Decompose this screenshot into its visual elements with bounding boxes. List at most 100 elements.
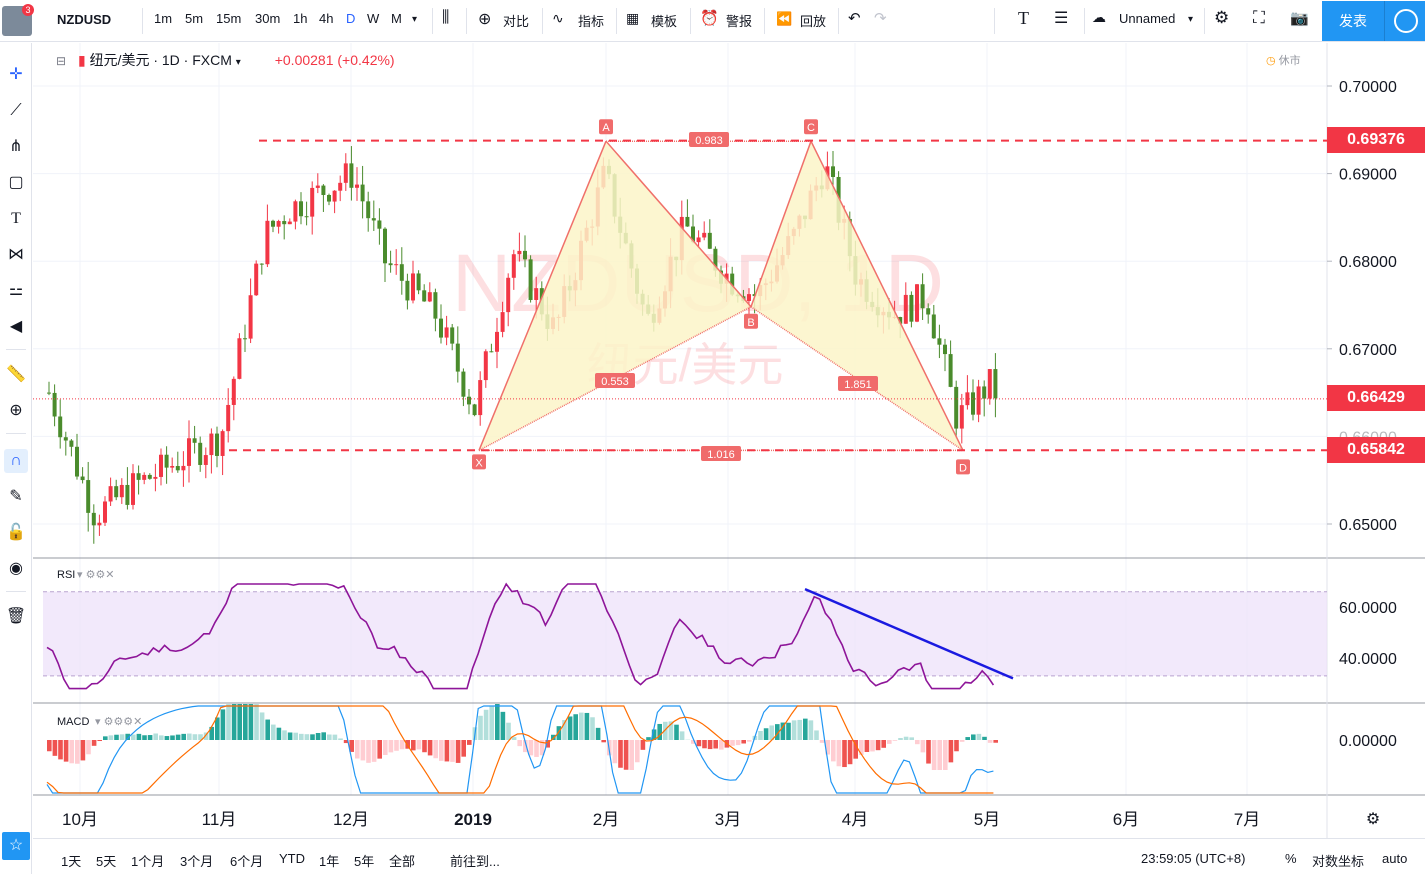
rectangle-icon[interactable]: ▢ xyxy=(8,174,24,191)
pitchfork-icon[interactable]: ⋔ xyxy=(9,138,23,155)
interval-m[interactable]: M xyxy=(391,11,402,26)
candle-body xyxy=(433,292,438,319)
macd-histogram-bar xyxy=(489,705,494,740)
macd-histogram-bar xyxy=(864,740,870,752)
range-1d[interactable]: 1天 xyxy=(61,854,82,869)
ruler-icon[interactable]: 📏 xyxy=(6,366,26,383)
interval-5m[interactable]: 5m xyxy=(185,11,204,26)
interval-4h[interactable]: 4h xyxy=(319,11,334,26)
macd-histogram-bar xyxy=(276,727,282,740)
chart-area[interactable]: NZDUSD, 1D纽元/美元XABCD0.9830.5531.8511.016… xyxy=(33,43,1425,838)
publish-button[interactable]: 发表 xyxy=(1322,1,1384,41)
fib-tool-icon[interactable]: ☰ xyxy=(1054,10,1069,27)
replay-button[interactable]: 回放 xyxy=(800,14,827,29)
macd-histogram-bar xyxy=(198,734,203,740)
pattern-point-bg xyxy=(744,313,758,329)
market-status: ◷ 休市 xyxy=(1266,52,1301,68)
macd-histogram-bar xyxy=(629,740,634,770)
magnet-icon[interactable]: ∩ xyxy=(4,449,28,473)
pencil-lock-icon[interactable]: ✎ xyxy=(9,488,23,505)
interval-d[interactable]: D xyxy=(346,11,356,26)
prediction-icon[interactable]: ⚍ xyxy=(8,282,24,299)
range-ytd[interactable]: YTD xyxy=(279,851,305,866)
market-status-text: 休市 xyxy=(1278,55,1301,67)
macd-histogram-bar xyxy=(433,740,438,759)
replay-icon[interactable]: ⏪ xyxy=(776,11,793,26)
candle-body xyxy=(511,254,516,278)
candle-body xyxy=(377,220,382,229)
range-1m[interactable]: 1个月 xyxy=(131,854,165,869)
fullscreen-icon[interactable]: ⛶ xyxy=(1253,8,1265,27)
auto-toggle[interactable]: auto xyxy=(1382,851,1408,866)
candle-body xyxy=(467,396,471,405)
legend-title[interactable]: 纽元/美元 · 1D · FXCM xyxy=(89,52,232,68)
candle-body xyxy=(366,201,371,219)
log-toggle[interactable]: 对数坐标 xyxy=(1312,854,1365,869)
star-icon[interactable]: ☆ xyxy=(2,832,30,860)
range-all[interactable]: 全部 xyxy=(389,854,416,869)
chevron-down-icon[interactable]: ▾ xyxy=(1188,14,1194,25)
chevron-down-icon[interactable]: ▾ xyxy=(235,57,241,68)
crosshair-icon[interactable]: ✛ xyxy=(9,66,23,83)
rsi-tick-label: 60.0000 xyxy=(1339,600,1397,617)
range-3m[interactable]: 3个月 xyxy=(180,854,214,869)
chevron-down-icon[interactable]: ▾ xyxy=(412,14,418,25)
interval-1m[interactable]: 1m xyxy=(154,11,173,26)
interval-15m[interactable]: 15m xyxy=(216,11,242,26)
divider xyxy=(994,8,995,34)
back-arrow-icon[interactable]: ◀ xyxy=(9,318,23,335)
candle-body xyxy=(707,232,712,249)
lock-icon[interactable]: 🔓 xyxy=(6,524,26,541)
text-icon[interactable]: T xyxy=(11,210,21,227)
candle-body xyxy=(75,446,79,477)
range-5y[interactable]: 5年 xyxy=(354,854,375,869)
candle-body xyxy=(915,284,919,322)
trash-icon[interactable]: 🗑 xyxy=(5,608,27,625)
text-tool-icon[interactable]: T xyxy=(1018,8,1029,28)
symbol-search[interactable]: NZDUSD xyxy=(57,12,112,27)
macd-histogram-bar xyxy=(164,736,170,740)
pattern-point-bg xyxy=(472,454,486,470)
templates-icon[interactable]: ▦ xyxy=(626,10,640,26)
macd-histogram-bar xyxy=(719,740,724,750)
redo-icon[interactable]: ↷ xyxy=(874,10,887,27)
candle-style-icon[interactable]: ⫼ xyxy=(442,9,450,26)
trend-line-icon[interactable]: ⟋ xyxy=(10,102,22,119)
undo-icon[interactable]: ↶ xyxy=(848,10,861,27)
alerts-button[interactable]: 警报 xyxy=(726,14,753,29)
gear-icon[interactable]: ⚙ xyxy=(1214,8,1230,27)
macd-histogram-bar xyxy=(853,740,858,759)
macd-histogram-bar xyxy=(842,740,847,768)
layout-name[interactable]: Unnamed xyxy=(1119,11,1176,26)
play-button[interactable] xyxy=(1384,1,1425,41)
camera-icon[interactable]: 📷 xyxy=(1290,10,1309,27)
templates-button[interactable]: 模板 xyxy=(651,14,678,29)
cloud-icon[interactable]: ☁ xyxy=(1092,9,1106,25)
range-6m[interactable]: 6个月 xyxy=(230,854,264,869)
pattern-icon[interactable]: ⋈ xyxy=(8,246,24,263)
collapse-icon[interactable]: ⊟ xyxy=(56,54,67,68)
percent-toggle[interactable]: % xyxy=(1285,851,1297,866)
flag-icon[interactable]: ▮ xyxy=(77,52,86,68)
range-5d[interactable]: 5天 xyxy=(96,854,117,869)
candle-body xyxy=(987,369,992,399)
alarm-clock-icon[interactable]: ⏰ xyxy=(700,10,719,27)
indicators-icon[interactable]: ∿ xyxy=(552,10,564,26)
macd-histogram-bar xyxy=(231,704,237,740)
candle-body xyxy=(500,312,505,332)
interval-1h[interactable]: 1h xyxy=(293,11,308,26)
compare-plus-icon[interactable]: ⊕ xyxy=(478,11,492,28)
pattern-ratio-bg xyxy=(701,446,741,461)
indicators-button[interactable]: 指标 xyxy=(578,14,605,29)
eye-icon[interactable]: ◉ xyxy=(9,560,23,577)
macd-histogram-bar xyxy=(159,735,164,740)
interval-30m[interactable]: 30m xyxy=(255,11,281,26)
goto-date[interactable]: 前往到... xyxy=(450,854,500,869)
range-1y[interactable]: 1年 xyxy=(319,854,340,869)
interval-w[interactable]: W xyxy=(367,11,380,26)
compare-button[interactable]: 对比 xyxy=(503,14,530,29)
macd-histogram-bar xyxy=(590,717,595,740)
rsi-controls-icon: ▾ ⚙⚙✕ xyxy=(77,569,115,581)
zoom-in-icon[interactable]: ⊕ xyxy=(9,402,23,419)
clock-readout[interactable]: 23:59:05 (UTC+8) xyxy=(1141,851,1246,866)
